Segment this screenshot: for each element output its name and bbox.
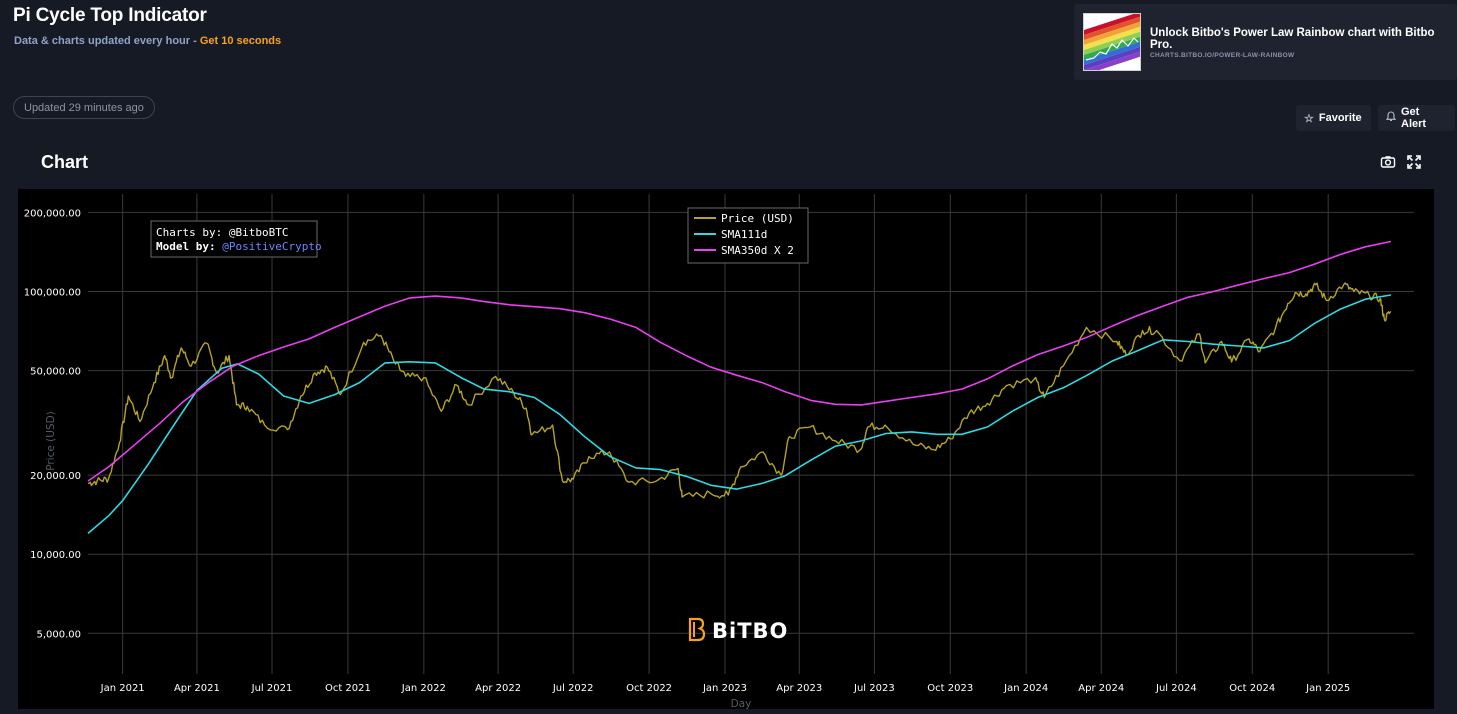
- promo-card[interactable]: Unlock Bitbo's Power Law Rainbow chart w…: [1074, 4, 1457, 80]
- legend-entry-sma111d[interactable]: SMA111d: [721, 228, 767, 241]
- x-tick-label: Apr 2021: [174, 683, 220, 694]
- x-tick-label: Oct 2021: [325, 683, 371, 694]
- positivecrypto-link[interactable]: @PositiveCrypto: [222, 240, 321, 253]
- x-tick-label: Jul 2024: [1155, 683, 1197, 694]
- legend-entry-sma350d-x-2[interactable]: SMA350d X 2: [721, 244, 794, 257]
- x-tick-label: Jul 2022: [552, 683, 594, 694]
- x-tick-label: Jan 2023: [702, 683, 747, 694]
- y-tick-label: 50,000.00: [30, 367, 81, 378]
- legend-entry-price-usd[interactable]: Price (USD): [721, 212, 794, 225]
- bell-icon: [1385, 111, 1397, 125]
- chart-grid: [88, 194, 1414, 674]
- chart-container[interactable]: 5,000.00 10,000.00 20,000.00 50,000.00 100,0…: [18, 189, 1434, 709]
- star-icon: ☆: [1304, 112, 1314, 125]
- promo-title[interactable]: Unlock Bitbo's Power Law Rainbow chart w…: [1150, 27, 1435, 51]
- expand-icon[interactable]: [1406, 154, 1422, 170]
- promo-url[interactable]: CHARTS.BITBO.IO/POWER-LAW-RAINBOW: [1150, 52, 1295, 59]
- x-axis-title: Day: [731, 698, 752, 709]
- y-axis-title: Price (USD): [45, 411, 57, 471]
- series-line-sma350d-x-2: [87, 240, 1392, 482]
- get-alert-label: Get Alert: [1401, 106, 1427, 130]
- x-tick-label: Oct 2024: [1229, 683, 1275, 694]
- series-lines: [87, 240, 1392, 535]
- credits-annotation: Charts by: @BitboBTC Model by: @Positive…: [150, 220, 322, 258]
- favorite-button[interactable]: ☆ Favorite: [1296, 105, 1371, 131]
- x-tick-label: Apr 2022: [475, 683, 521, 694]
- y-tick-label: 100,000.00: [24, 287, 81, 298]
- page-subtitle: Data & charts updated every hour - Get 1…: [14, 35, 281, 47]
- x-tick-label: Apr 2024: [1078, 683, 1124, 694]
- bitbo-logo-icon: [688, 617, 706, 642]
- x-tick-label: Jul 2023: [853, 683, 895, 694]
- x-tick-label: Oct 2022: [626, 683, 672, 694]
- camera-icon[interactable]: [1380, 154, 1396, 170]
- subtitle-text: Data & charts updated every hour -: [14, 35, 200, 47]
- x-tick-label: Jan 2024: [1003, 683, 1048, 694]
- page-title: Pi Cycle Top Indicator: [13, 5, 207, 26]
- favorite-label: Favorite: [1318, 112, 1362, 124]
- chart-section-title: Chart: [41, 152, 89, 172]
- x-tick-label: Oct 2023: [927, 683, 973, 694]
- x-tick-label: Apr 2023: [776, 683, 822, 694]
- x-axis-ticks: Jan 2021 Apr 2021 Jul 2021 Oct 2021 Jan 2022…: [100, 683, 1351, 694]
- x-tick-label: Jul 2021: [251, 683, 293, 694]
- x-tick-label: Jan 2021: [100, 683, 145, 694]
- model-by-label: Model by:: [156, 240, 222, 253]
- pi-cycle-chart[interactable]: 5,000.00 10,000.00 20,000.00 50,000.00 100,0…: [18, 189, 1434, 709]
- rainbow-chart-thumbnail: [1083, 13, 1141, 71]
- watermark-text: BiTBO: [712, 619, 788, 643]
- charts-by-text: Charts by: @BitboBTC: [156, 226, 288, 239]
- series-line-price-usd: [87, 282, 1392, 499]
- updated-badge: Updated 29 minutes ago: [13, 96, 155, 119]
- series-line-sma111d: [87, 294, 1392, 535]
- get-10-seconds-link[interactable]: Get 10 seconds: [199, 35, 282, 47]
- y-tick-label: 5,000.00: [36, 629, 81, 640]
- model-by-text: Model by: @PositiveCrypto: [156, 240, 322, 253]
- x-tick-label: Jan 2025: [1305, 683, 1350, 694]
- chart-legend: Price (USD) SMA111d SMA350d X 2: [687, 207, 809, 264]
- x-tick-label: Jan 2022: [401, 683, 446, 694]
- bitbo-watermark: BiTBO: [688, 617, 788, 643]
- y-tick-label: 200,000.00: [24, 208, 81, 219]
- y-tick-label: 10,000.00: [30, 550, 81, 561]
- y-axis-ticks: 5,000.00 10,000.00 20,000.00 50,000.00 100,0…: [24, 208, 81, 640]
- get-alert-button[interactable]: Get Alert: [1378, 105, 1455, 131]
- y-tick-label: 20,000.00: [30, 471, 81, 482]
